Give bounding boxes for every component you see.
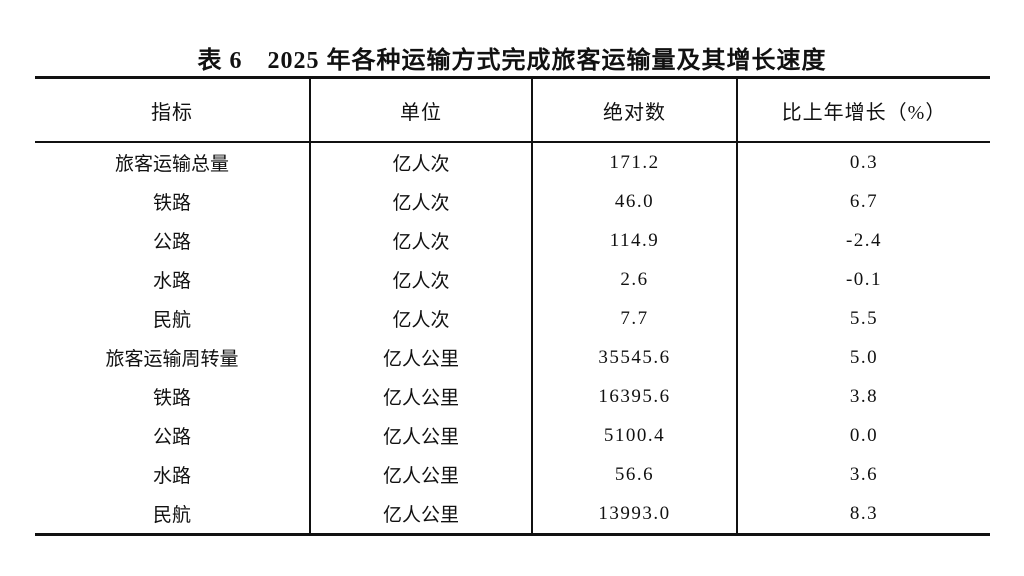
cell-growth: -0.1 (736, 260, 990, 299)
cell-indicator: 旅客运输周转量 (105, 349, 239, 370)
cell-absolute: 13993.0 (531, 494, 737, 535)
cell-unit: 亿人公里 (309, 377, 532, 416)
cell-indicator: 民航 (152, 310, 191, 331)
cell-indicator: 公路 (152, 427, 191, 448)
table-row: 公路 亿人公里 5100.4 0.0 (35, 416, 990, 455)
cell-unit: 亿人公里 (309, 338, 532, 377)
table-row: 水路 亿人公里 56.6 3.6 (35, 455, 990, 494)
cell-absolute: 35545.6 (531, 338, 737, 377)
cell-unit: 亿人公里 (309, 494, 532, 535)
cell-unit: 亿人公里 (309, 416, 532, 455)
col-header-growth: 比上年增长（%） (736, 77, 990, 143)
cell-absolute: 2.6 (531, 260, 737, 299)
cell-growth: 3.8 (736, 377, 990, 416)
cell-unit: 亿人次 (309, 182, 532, 221)
table-row: 民航 亿人次 7.7 5.5 (35, 299, 990, 338)
cell-indicator: 民航 (152, 505, 191, 526)
cell-growth: 0.0 (736, 416, 990, 455)
passenger-transport-table: 指标 单位 绝对数 比上年增长（%） 旅客运输总量 亿人次 171.2 0.3 … (35, 76, 990, 536)
table-row: 旅客运输周转量 亿人公里 35545.6 5.0 (35, 338, 990, 377)
cell-growth: 0.3 (736, 142, 990, 182)
header-row: 指标 单位 绝对数 比上年增长（%） (35, 77, 990, 143)
cell-indicator: 铁路 (152, 193, 191, 214)
cell-growth: -2.4 (736, 221, 990, 260)
cell-unit: 亿人次 (309, 260, 532, 299)
cell-indicator: 公路 (152, 232, 191, 253)
cell-unit: 亿人公里 (309, 455, 532, 494)
col-header-indicator: 指标 (35, 77, 310, 143)
cell-absolute: 46.0 (531, 182, 737, 221)
cell-unit: 亿人次 (309, 299, 532, 338)
cell-absolute: 5100.4 (531, 416, 737, 455)
cell-unit: 亿人次 (309, 142, 532, 182)
table-row: 铁路 亿人次 46.0 6.7 (35, 182, 990, 221)
table-row: 公路 亿人次 114.9 -2.4 (35, 221, 990, 260)
cell-absolute: 16395.6 (531, 377, 737, 416)
table-row: 旅客运输总量 亿人次 171.2 0.3 (35, 142, 990, 182)
cell-absolute: 56.6 (531, 455, 737, 494)
cell-unit: 亿人次 (309, 221, 532, 260)
cell-indicator: 水路 (152, 271, 191, 292)
col-header-absolute: 绝对数 (531, 77, 737, 143)
col-header-unit: 单位 (309, 77, 532, 143)
cell-growth: 8.3 (736, 494, 990, 535)
cell-absolute: 114.9 (531, 221, 737, 260)
cell-indicator: 铁路 (152, 388, 191, 409)
cell-growth: 6.7 (736, 182, 990, 221)
table-row: 民航 亿人公里 13993.0 8.3 (35, 494, 990, 535)
table-title: 表 6 2025 年各种运输方式完成旅客运输量及其增长速度 (197, 48, 827, 74)
cell-growth: 3.6 (736, 455, 990, 494)
cell-indicator: 水路 (152, 466, 191, 487)
table-row: 铁路 亿人公里 16395.6 3.8 (35, 377, 990, 416)
cell-absolute: 171.2 (531, 142, 737, 182)
cell-indicator: 旅客运输总量 (114, 154, 229, 175)
cell-growth: 5.0 (736, 338, 990, 377)
cell-growth: 5.5 (736, 299, 990, 338)
cell-absolute: 7.7 (531, 299, 737, 338)
table-row: 水路 亿人次 2.6 -0.1 (35, 260, 990, 299)
